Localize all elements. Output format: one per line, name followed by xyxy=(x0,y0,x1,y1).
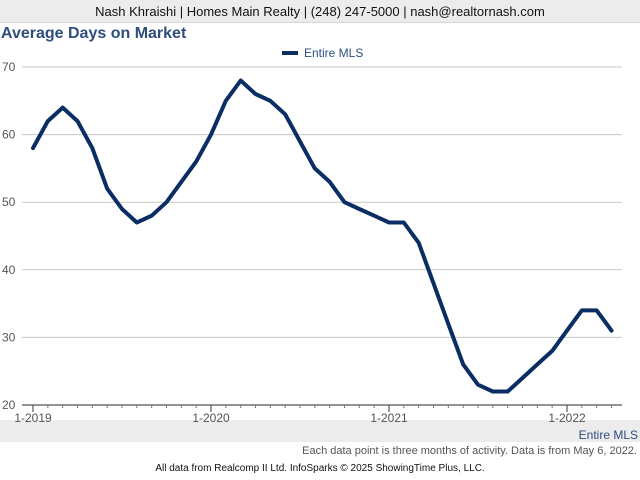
legend-label: Entire MLS xyxy=(304,46,364,60)
series-corner-label: Entire MLS xyxy=(578,428,638,442)
chart-title: Average Days on Market xyxy=(1,25,187,42)
data-credit: All data from Realcomp II Ltd. InfoSpark… xyxy=(155,463,485,474)
data-note: Each data point is three months of activ… xyxy=(302,445,637,457)
y-tick-label: 30 xyxy=(2,330,16,344)
agent-contact-text: Nash Khraishi | Homes Main Realty | (248… xyxy=(95,3,545,19)
y-tick-label: 60 xyxy=(2,128,16,142)
series-line-entire-mls xyxy=(31,78,614,394)
y-tick-label: 70 xyxy=(2,60,16,74)
y-tick-label: 50 xyxy=(2,195,16,209)
agent-contact-bar: Nash Khraishi | Homes Main Realty | (248… xyxy=(0,0,640,23)
x-tick-label: 1-2019 xyxy=(14,411,52,425)
x-tick-label: 1-2020 xyxy=(192,411,230,425)
x-tick-label: 1-2021 xyxy=(370,411,408,425)
x-tick-label: 1-2022 xyxy=(548,411,586,425)
chart-legend: Entire MLS xyxy=(282,46,363,60)
y-tick-label: 40 xyxy=(2,263,16,277)
legend-swatch xyxy=(282,51,298,55)
x-axis-band xyxy=(0,420,640,442)
y-tick-label: 20 xyxy=(2,398,16,412)
